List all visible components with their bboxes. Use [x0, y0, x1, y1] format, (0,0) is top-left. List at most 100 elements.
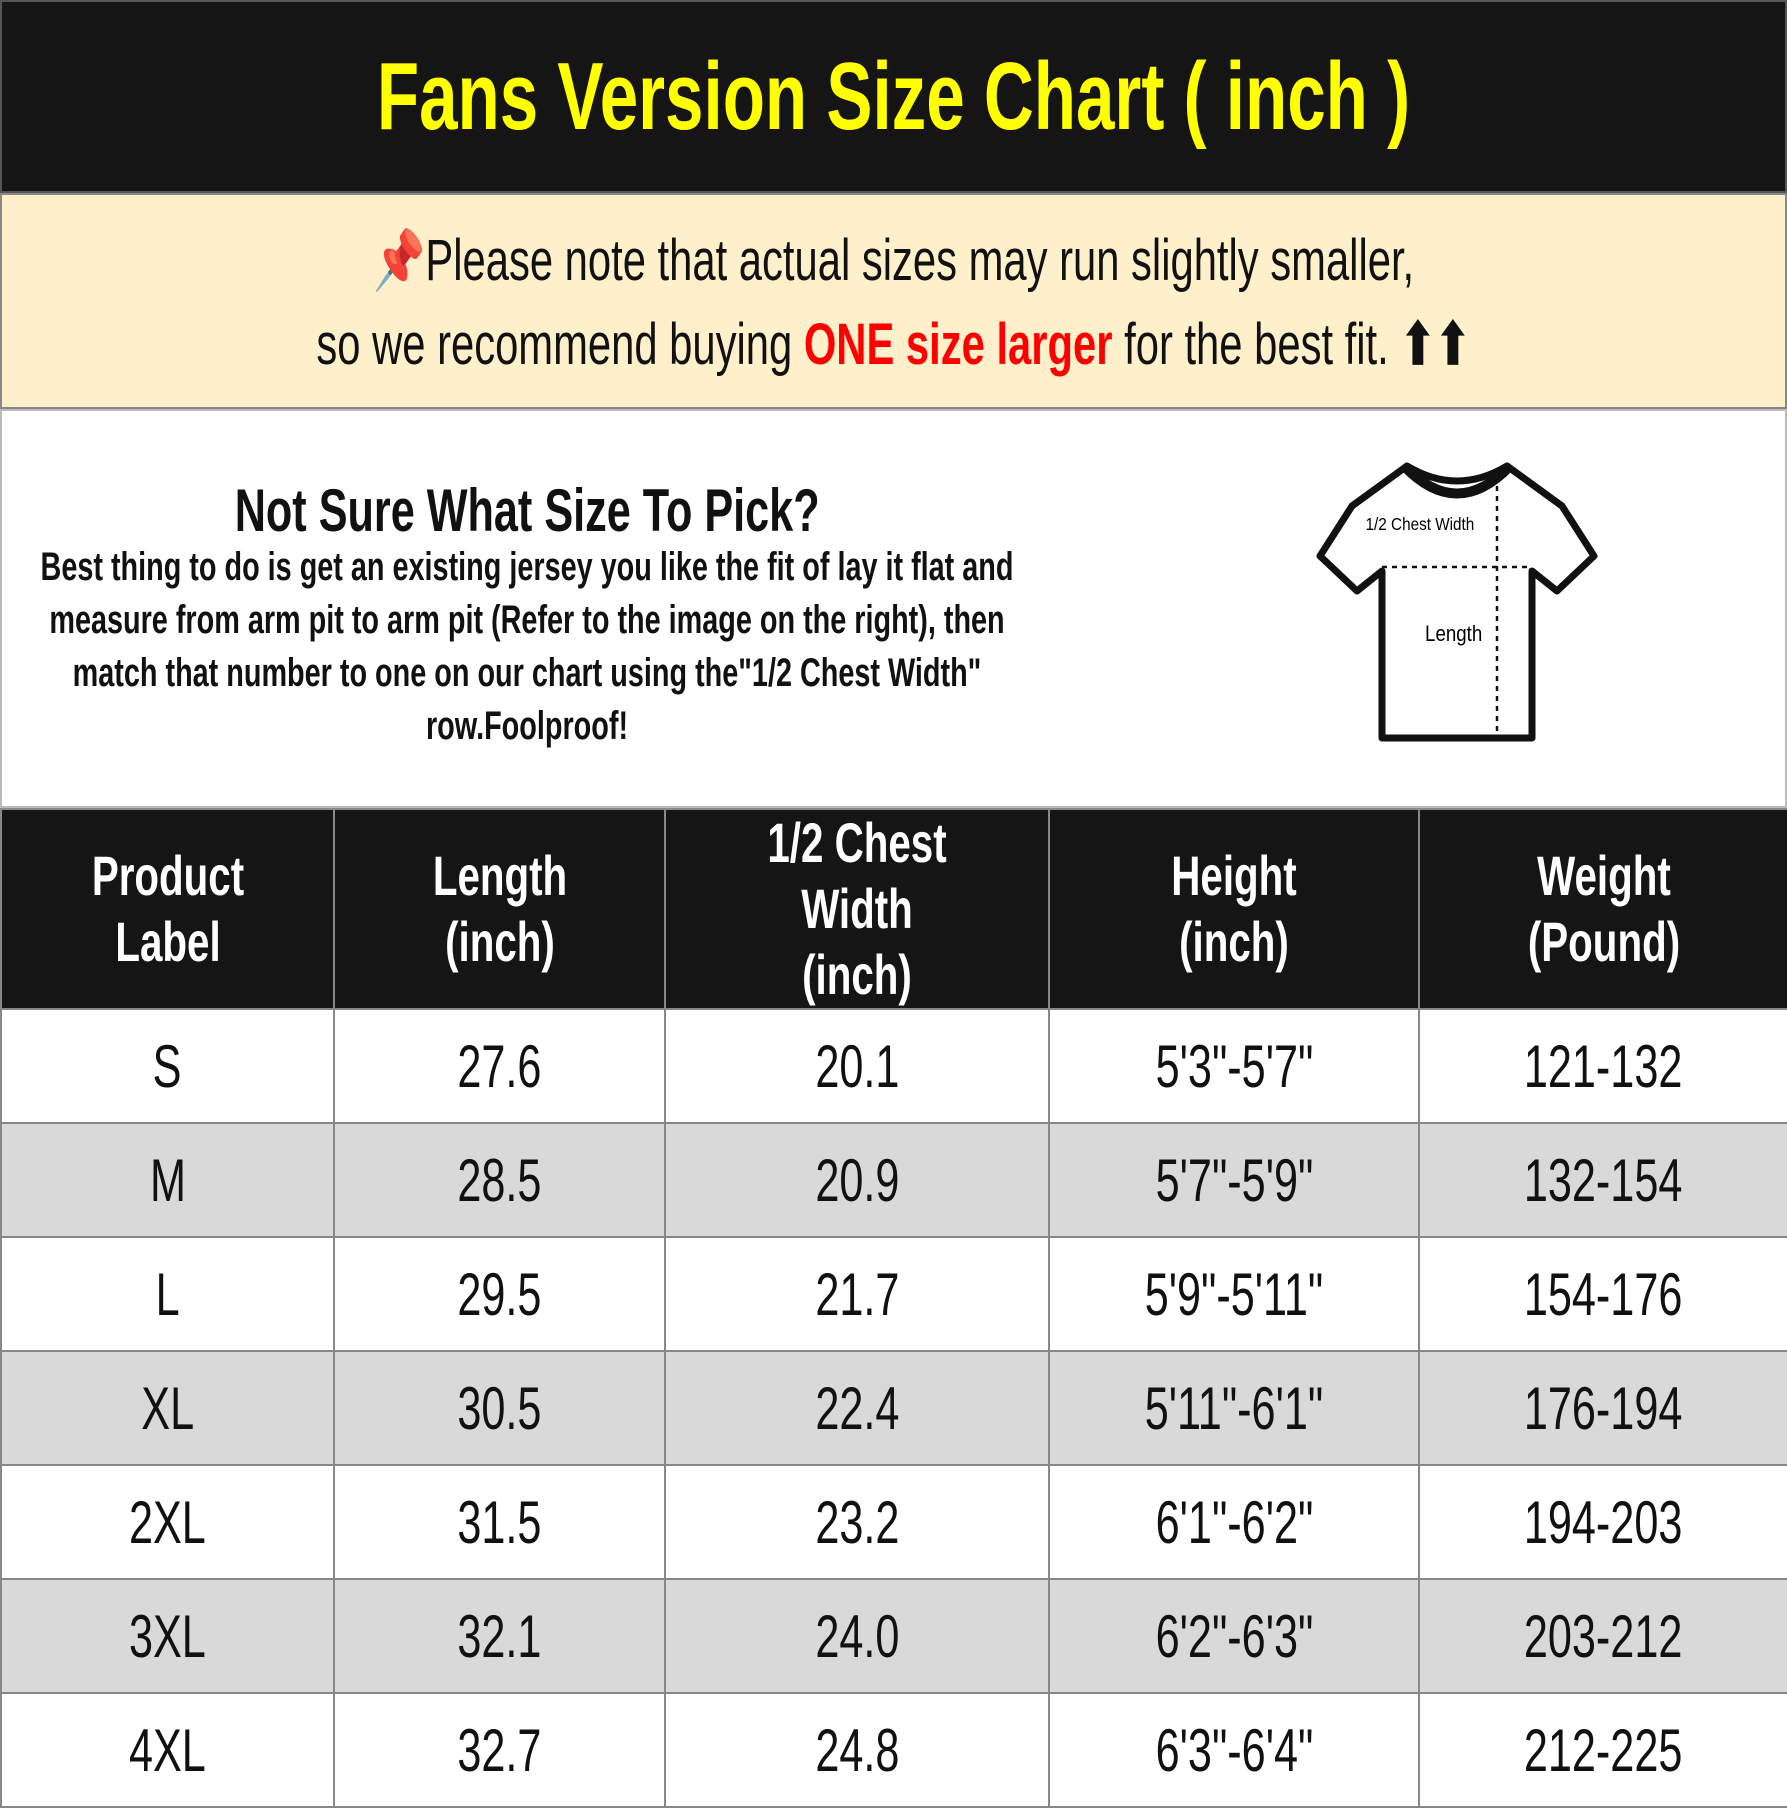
table-cell: 30.5 [333, 1350, 666, 1466]
title-bar: Fans Version Size Chart ( inch ) [0, 0, 1787, 193]
cell-value: 212-225 [1524, 1716, 1683, 1784]
cell-value: 154-176 [1524, 1260, 1683, 1328]
cell-value: L [155, 1260, 180, 1328]
table-cell: 6'3"-6'4" [1048, 1692, 1420, 1808]
cell-value: 176-194 [1524, 1374, 1683, 1442]
cell-value: 21.7 [814, 1260, 900, 1328]
cell-value: 194-203 [1524, 1488, 1683, 1556]
table-row: 2XL 31.5 23.2 6'1"-6'2" 194-203 [0, 1464, 1787, 1580]
table-cell: 20.1 [664, 1008, 1050, 1124]
column-header-label: Length (inch) [432, 844, 567, 973]
table-cell: 31.5 [333, 1464, 666, 1580]
table-cell: 21.7 [664, 1236, 1050, 1352]
cell-value: 28.5 [457, 1146, 542, 1214]
chest-width-label: 1/2 Chest Width [1366, 514, 1475, 534]
note-line-2-after: for the best fit. [1112, 312, 1389, 377]
cell-value: 3XL [129, 1602, 206, 1670]
info-body: Best thing to do is get an existing jers… [40, 545, 1014, 748]
table-cell: 5'3"-5'7" [1048, 1008, 1420, 1124]
cell-value: 4XL [129, 1716, 206, 1784]
table-cell: 5'7"-5'9" [1048, 1122, 1420, 1238]
cell-value: 121-132 [1524, 1032, 1683, 1100]
note-highlight: ONE size larger [803, 312, 1113, 377]
table-cell: 154-176 [1418, 1236, 1787, 1352]
length-label: Length [1425, 623, 1482, 647]
cell-value: 30.5 [457, 1374, 542, 1442]
cell-value: 6'1"-6'2" [1155, 1488, 1313, 1556]
cell-value: 27.6 [457, 1032, 542, 1100]
cell-value: 24.8 [814, 1716, 900, 1784]
table-header-row: Product Label Length (inch) 1/2 Chest Widt… [0, 808, 1787, 1010]
table-cell: 121-132 [1418, 1008, 1787, 1124]
tshirt-diagram-icon: 1/2 Chest Width Length [1316, 462, 1598, 742]
table-cell: 3XL [0, 1578, 335, 1694]
column-header: Product Label [0, 808, 335, 1010]
table-cell: 176-194 [1418, 1350, 1787, 1466]
table-cell: 24.0 [664, 1578, 1050, 1694]
cell-value: 24.0 [814, 1602, 900, 1670]
cell-value: 20.9 [814, 1146, 900, 1214]
table-row: 3XL 32.1 24.0 6'2"-6'3" 203-212 [0, 1578, 1787, 1694]
column-header-label: Weight (Pound) [1527, 844, 1680, 973]
column-header-label: Height (inch) [1171, 844, 1297, 973]
table-cell: M [0, 1122, 335, 1238]
table-cell: 6'2"-6'3" [1048, 1578, 1420, 1694]
up-arrows-icon: ⬆⬆ [1400, 312, 1471, 377]
info-heading: Not Sure What Size To Pick? [234, 477, 820, 544]
table-cell: 27.6 [333, 1008, 666, 1124]
table-cell: 5'9"-5'11" [1048, 1236, 1420, 1352]
cell-value: M [149, 1146, 186, 1214]
table-cell: 4XL [0, 1692, 335, 1808]
cell-value: 31.5 [457, 1488, 542, 1556]
table-row: M 28.5 20.9 5'7"-5'9" 132-154 [0, 1122, 1787, 1238]
cell-value: 5'9"-5'11" [1144, 1260, 1324, 1328]
cell-value: 5'7"-5'9" [1155, 1146, 1313, 1214]
column-header-label: 1/2 Chest Width (inch) [767, 811, 947, 1006]
table-cell: 23.2 [664, 1464, 1050, 1580]
cell-value: 32.1 [457, 1602, 542, 1670]
table-cell: 32.1 [333, 1578, 666, 1694]
column-header: Weight (Pound) [1418, 808, 1787, 1010]
column-header: 1/2 Chest Width (inch) [664, 808, 1050, 1010]
cell-value: 5'11"-6'1" [1144, 1374, 1324, 1442]
table-cell: 29.5 [333, 1236, 666, 1352]
table-cell: 24.8 [664, 1692, 1050, 1808]
note-line-2-before: so we recommend buying [316, 312, 804, 377]
table-cell: 32.7 [333, 1692, 666, 1808]
table-cell: 2XL [0, 1464, 335, 1580]
note-line-1: Please note that actual sizes may run sl… [425, 228, 1414, 293]
table-cell: 212-225 [1418, 1692, 1787, 1808]
cell-value: 203-212 [1524, 1602, 1683, 1670]
table-cell: XL [0, 1350, 335, 1466]
column-header: Height (inch) [1048, 808, 1420, 1010]
table-row: 4XL 32.7 24.8 6'3"-6'4" 212-225 [0, 1692, 1787, 1808]
info-section: Not Sure What Size To Pick? Best thing t… [0, 409, 1787, 808]
page-title: Fans Version Size Chart ( inch ) [376, 42, 1411, 150]
cell-value: 32.7 [457, 1716, 542, 1784]
cell-value: 22.4 [814, 1374, 900, 1442]
table-row: XL 30.5 22.4 5'11"-6'1" 176-194 [0, 1350, 1787, 1466]
table-cell: 28.5 [333, 1122, 666, 1238]
cell-value: 6'2"-6'3" [1155, 1602, 1313, 1670]
column-header: Length (inch) [333, 808, 666, 1010]
table-cell: L [0, 1236, 335, 1352]
table-cell: 20.9 [664, 1122, 1050, 1238]
table-cell: 132-154 [1418, 1122, 1787, 1238]
cell-value: 132-154 [1524, 1146, 1683, 1214]
cell-value: 6'3"-6'4" [1155, 1716, 1313, 1784]
table-cell: 203-212 [1418, 1578, 1787, 1694]
cell-value: 29.5 [457, 1260, 542, 1328]
size-table: Product Label Length (inch) 1/2 Chest Widt… [0, 808, 1787, 1808]
table-cell: 5'11"-6'1" [1048, 1350, 1420, 1466]
table-cell: 194-203 [1418, 1464, 1787, 1580]
table-cell: S [0, 1008, 335, 1124]
cell-value: S [153, 1032, 182, 1100]
cell-value: XL [141, 1374, 194, 1442]
table-row: S 27.6 20.1 5'3"-5'7" 121-132 [0, 1008, 1787, 1124]
column-header-label: Product Label [91, 844, 244, 973]
table-cell: 22.4 [664, 1350, 1050, 1466]
cell-value: 20.1 [814, 1032, 900, 1100]
cell-value: 23.2 [814, 1488, 900, 1556]
table-row: L 29.5 21.7 5'9"-5'11" 154-176 [0, 1236, 1787, 1352]
note-banner: 📌Please note that actual sizes may run s… [0, 193, 1787, 409]
